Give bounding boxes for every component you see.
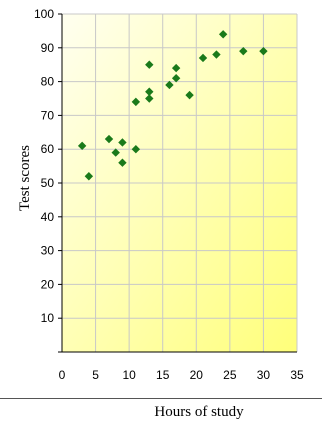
data-point bbox=[145, 87, 154, 96]
data-point bbox=[198, 53, 208, 63]
x-tick-label: 25 bbox=[223, 368, 237, 382]
data-point bbox=[131, 145, 141, 154]
data-point bbox=[118, 158, 127, 167]
data-point bbox=[239, 46, 248, 56]
data-point bbox=[84, 172, 94, 181]
y-tick-label: 30 bbox=[41, 244, 55, 258]
y-tick-label: 60 bbox=[41, 142, 55, 156]
y-tick-label: 80 bbox=[41, 75, 55, 89]
x-tick-label: 30 bbox=[257, 368, 271, 382]
data-point bbox=[259, 46, 268, 56]
data-point bbox=[171, 74, 181, 83]
y-tick-label: 20 bbox=[41, 277, 55, 291]
data-point bbox=[212, 50, 221, 59]
data-point bbox=[218, 30, 228, 39]
x-tick-label: 20 bbox=[190, 368, 204, 382]
axes bbox=[58, 13, 297, 353]
y-tick-label: 40 bbox=[41, 210, 55, 224]
data-point bbox=[111, 148, 120, 157]
data-point bbox=[165, 80, 174, 90]
data-point bbox=[131, 97, 141, 107]
x-tick-label: 10 bbox=[122, 368, 136, 382]
x-tick-label: 0 bbox=[59, 368, 66, 382]
x-tick-label: 15 bbox=[156, 368, 170, 382]
gridlines bbox=[62, 13, 298, 352]
x-axis-title: Hours of study bbox=[154, 404, 244, 420]
data-point bbox=[77, 141, 87, 151]
data-points bbox=[77, 30, 268, 181]
data-point bbox=[145, 94, 154, 103]
y-axis-title: Test scores bbox=[17, 145, 33, 211]
x-tick-label: 5 bbox=[92, 368, 99, 382]
y-tick-label: 90 bbox=[41, 41, 55, 55]
x-tick-label: 35 bbox=[290, 368, 304, 382]
data-point bbox=[145, 60, 154, 69]
y-tick-label: 100 bbox=[34, 7, 54, 21]
data-point bbox=[104, 134, 114, 144]
tick-labels: 10 20 30 40 50 60 70 80 90 100 0 5 10 15 20 25 30 35 bbox=[34, 7, 304, 382]
data-point bbox=[118, 138, 127, 147]
y-tick-label: 10 bbox=[41, 311, 55, 325]
y-tick-label: 50 bbox=[41, 176, 55, 190]
y-tick-label: 70 bbox=[41, 108, 55, 122]
data-point bbox=[171, 63, 181, 73]
data-point bbox=[185, 90, 194, 100]
